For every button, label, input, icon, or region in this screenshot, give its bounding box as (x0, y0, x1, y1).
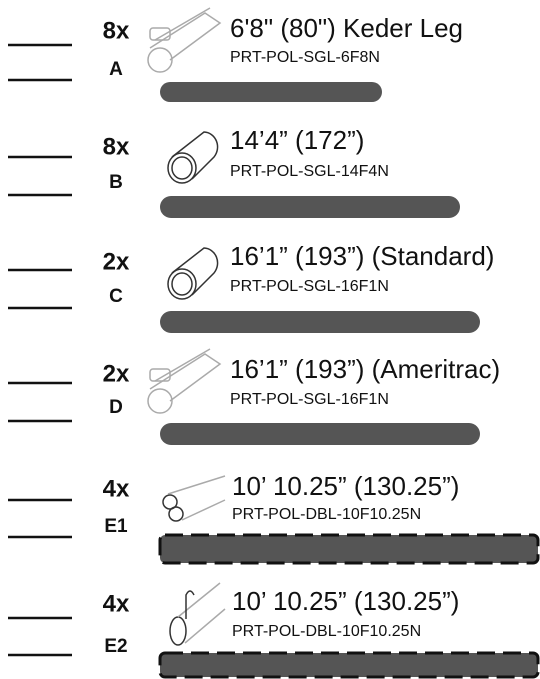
quantity: 8x (103, 17, 130, 44)
part-number: PRT-POL-SGL-14F4N (230, 163, 389, 180)
quantity: 2x (103, 360, 130, 387)
part-icon (147, 348, 222, 414)
part-bar (160, 82, 382, 102)
quantity: 8x (103, 133, 130, 160)
tube-body (171, 247, 219, 296)
part-number: PRT-POL-SGL-16F1N (230, 391, 389, 408)
tube-end (147, 388, 173, 414)
tube-end (168, 506, 184, 522)
keder-track (149, 27, 171, 41)
tube-end (171, 156, 193, 180)
tube-body (167, 475, 226, 521)
part-bar (160, 196, 460, 218)
tube-end (167, 268, 197, 300)
part-letter: A (109, 59, 123, 80)
tube-end (171, 272, 193, 296)
part-bar (160, 311, 480, 333)
quantity: 4x (103, 475, 130, 502)
part-icon (167, 247, 219, 300)
part-number: PRT-POL-SGL-16F1N (230, 278, 389, 295)
tube-end (162, 494, 178, 510)
part-letter: E2 (104, 636, 127, 657)
part-bar (158, 651, 540, 679)
hook (185, 590, 195, 619)
keder-track (149, 368, 171, 382)
tube-end (169, 616, 187, 646)
tube-body (149, 7, 222, 61)
part-bar (158, 533, 540, 565)
part-letter: E1 (104, 516, 128, 537)
tube-end (147, 47, 173, 73)
tube-body (177, 582, 226, 644)
quantity: 2x (103, 248, 130, 275)
part-letter: C (109, 286, 123, 307)
part-name: 10’ 10.25” (130.25”) (232, 586, 459, 616)
tube-end (167, 152, 197, 184)
part-number: PRT-POL-DBL-10F10.25N (232, 623, 421, 640)
part-icon (162, 475, 226, 522)
part-icon (147, 7, 222, 73)
part-letter: D (109, 397, 123, 418)
part-icon (167, 131, 219, 184)
part-number: PRT-POL-DBL-10F10.25N (232, 506, 421, 523)
part-icon (169, 582, 226, 646)
tube-body (171, 131, 219, 180)
part-name: 14’4” (172”) (230, 125, 364, 155)
part-name: 10’ 10.25” (130.25”) (232, 471, 459, 501)
quantity: 4x (103, 590, 130, 617)
part-name: 16’1” (193”) (Ameritrac) (230, 354, 500, 384)
part-letter: B (109, 172, 123, 193)
tube-body (149, 348, 222, 402)
part-bar (160, 423, 480, 445)
part-number: PRT-POL-SGL-6F8N (230, 49, 380, 66)
part-name: 16’1” (193”) (Standard) (230, 241, 494, 271)
part-name: 6'8" (80") Keder Leg (230, 13, 463, 43)
